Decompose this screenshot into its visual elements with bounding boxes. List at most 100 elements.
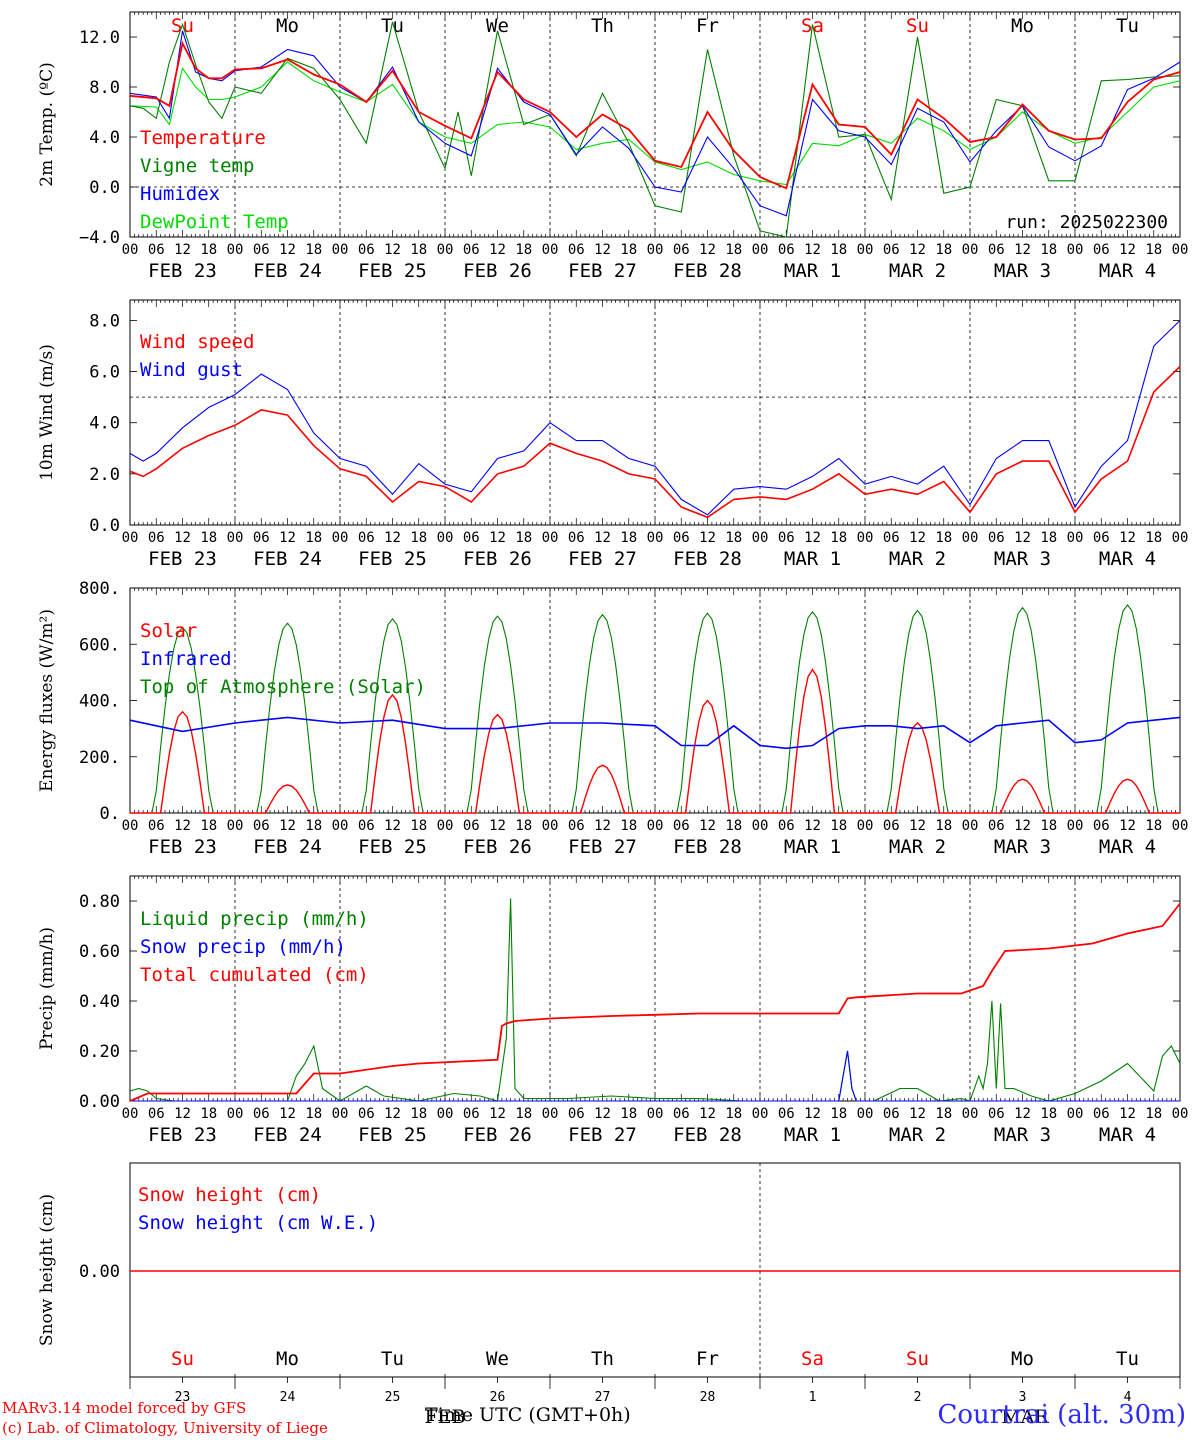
date-label: MAR 3: [994, 1124, 1051, 1146]
hour-tick-label: 12: [1119, 530, 1136, 546]
date-label: MAR 1: [784, 260, 841, 282]
date-label: FEB 28: [673, 260, 742, 282]
day-number: 3: [1019, 1390, 1027, 1405]
hour-tick-label: 00: [1172, 242, 1189, 258]
day-number: 24: [280, 1390, 296, 1405]
hour-tick-label: 18: [1040, 242, 1057, 258]
legend-entry: Snow height (cm W.E.): [138, 1212, 378, 1234]
hour-tick-label: 06: [988, 242, 1005, 258]
hour-tick-label: 06: [148, 530, 165, 546]
hour-tick-label: 06: [358, 1106, 375, 1122]
y-tick-label: 0.60: [79, 942, 120, 962]
hour-tick-label: 18: [725, 530, 742, 546]
hour-tick-label: 18: [515, 242, 532, 258]
hour-tick-label: 00: [857, 242, 874, 258]
hour-tick-label: 18: [725, 818, 742, 834]
date-label: FEB 26: [463, 1124, 532, 1146]
hour-tick-label: 06: [778, 530, 795, 546]
y-tick-label: 0.0: [89, 178, 120, 198]
hour-tick-label: 18: [305, 242, 322, 258]
panel-1: 12.0 8.0 4.0 0.0 −4.0 2m Temp. (ºC) 00 06 12 18 FE…: [37, 11, 1189, 282]
hour-tick-label: 06: [568, 530, 585, 546]
date-label: MAR 2: [889, 836, 946, 858]
hour-tick-label: 00: [227, 530, 244, 546]
hour-tick-label: 12: [1014, 242, 1031, 258]
hour-tick-label: 00: [227, 1106, 244, 1122]
hour-tick-label: 06: [778, 242, 795, 258]
y-tick-label: 0.00: [79, 1092, 120, 1112]
hour-tick-label: 12: [279, 530, 296, 546]
hour-tick-label: 18: [935, 530, 952, 546]
day-number: 27: [595, 1390, 611, 1405]
date-label: FEB 28: [673, 836, 742, 858]
hour-tick-label: 12: [174, 530, 191, 546]
date-label: MAR 1: [784, 1124, 841, 1146]
hour-tick-label: 18: [1145, 530, 1162, 546]
date-label: FEB 25: [358, 836, 427, 858]
hour-tick-label: 06: [883, 818, 900, 834]
hour-tick-label: 00: [1067, 530, 1084, 546]
hour-tick-label: 00: [542, 818, 559, 834]
y-tick-label: 8.0: [89, 78, 120, 98]
date-label: FEB 27: [568, 260, 637, 282]
date-label: MAR 3: [994, 260, 1051, 282]
legend-entry: Infrared: [140, 648, 232, 670]
hour-tick-label: 00: [437, 1106, 454, 1122]
date-label: MAR 4: [1099, 260, 1156, 282]
date-label: FEB 25: [358, 260, 427, 282]
date-label: FEB 26: [463, 548, 532, 570]
y-tick-label: 8.0: [89, 311, 120, 331]
hour-tick-label: 12: [489, 530, 506, 546]
date-label: FEB 28: [673, 1124, 742, 1146]
hour-tick-label: 18: [515, 1106, 532, 1122]
series-dewpoint-temp: [129, 61, 1181, 186]
hour-tick-label: 18: [935, 818, 952, 834]
hour-tick-label: 06: [1093, 818, 1110, 834]
hour-tick-label: 12: [804, 530, 821, 546]
weekday-label: Fr: [696, 15, 719, 37]
date-label: FEB 26: [463, 836, 532, 858]
day-number: 4: [1124, 1390, 1132, 1405]
y-tick-label: 0.00: [79, 1262, 120, 1282]
hour-tick-label: 00: [542, 530, 559, 546]
hour-tick-label: 18: [620, 818, 637, 834]
hour-tick-label: 18: [1145, 818, 1162, 834]
hour-tick-label: 06: [1093, 1106, 1110, 1122]
hour-tick-label: 18: [515, 818, 532, 834]
day-number: 25: [385, 1390, 401, 1405]
hour-tick-label: 00: [962, 818, 979, 834]
date-label: FEB 24: [253, 836, 322, 858]
series-infrared: [129, 716, 1181, 750]
weekday-label: Tu: [1116, 1348, 1139, 1370]
hour-tick-label: 06: [148, 242, 165, 258]
weekday-label: Tu: [381, 15, 404, 37]
hour-tick-label: 12: [174, 818, 191, 834]
panel-5: 0.00 Snow height (cm) Su Mo Tu We Th Fr Sa Su Mo Tu: [37, 1162, 1181, 1389]
hour-tick-label: 06: [568, 1106, 585, 1122]
date-label: FEB 23: [148, 836, 217, 858]
hour-tick-label: 18: [1040, 530, 1057, 546]
hour-tick-label: 18: [1145, 242, 1162, 258]
y-axis-label: 2m Temp. (ºC): [37, 62, 57, 187]
hour-tick-label: 00: [1067, 1106, 1084, 1122]
hour-tick-label: 12: [909, 530, 926, 546]
hour-tick-label: 06: [988, 818, 1005, 834]
hour-tick-label: 00: [647, 530, 664, 546]
hour-tick-label: 00: [752, 818, 769, 834]
hour-tick-label: 12: [909, 242, 926, 258]
hour-tick-label: 06: [253, 242, 270, 258]
series-wind-gust: [129, 320, 1181, 516]
hour-tick-label: 00: [332, 818, 349, 834]
hour-tick-label: 18: [410, 530, 427, 546]
y-tick-label: 0.80: [79, 892, 120, 912]
hour-tick-label: 06: [988, 1106, 1005, 1122]
date-label: MAR 3: [994, 836, 1051, 858]
hour-tick-label: 06: [673, 242, 690, 258]
hour-tick-label: 12: [279, 1106, 296, 1122]
weekday-label: Th: [591, 15, 614, 37]
weekday-label: Mo: [1011, 15, 1034, 37]
day-number: 2: [914, 1390, 922, 1405]
hour-tick-label: 00: [857, 1106, 874, 1122]
hour-tick-label: 00: [752, 242, 769, 258]
